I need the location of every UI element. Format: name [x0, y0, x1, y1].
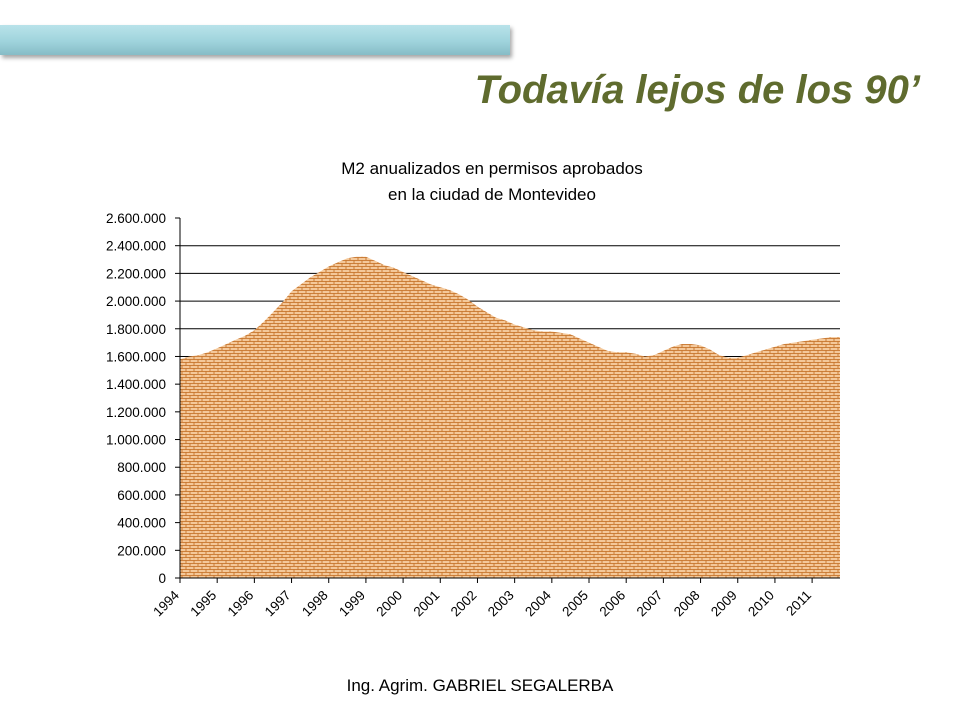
y-tick-label: 1.600.000 — [106, 349, 166, 364]
x-tick-label: 1996 — [225, 588, 257, 620]
x-tick-label: 2004 — [522, 587, 554, 619]
area-series — [180, 256, 840, 578]
y-tick-label: 1.200.000 — [106, 405, 166, 420]
x-tick-label: 2007 — [634, 588, 666, 620]
x-tick-label: 2006 — [596, 588, 628, 620]
y-tick-label: 800.000 — [117, 460, 166, 475]
y-tick-label: 2.000.000 — [106, 294, 166, 309]
y-tick-label: 200.000 — [117, 543, 166, 558]
x-tick-label: 2011 — [783, 588, 814, 619]
footer-author: Ing. Agrim. GABRIEL SEGALERBA — [346, 676, 614, 695]
y-tick-label: 1.400.000 — [106, 377, 166, 392]
y-tick-label: 2.600.000 — [106, 211, 166, 226]
y-tick-label: 0 — [158, 571, 166, 586]
slide-title: Todavía lejos de los 90’ — [474, 68, 920, 112]
x-tick-label: 2000 — [373, 588, 405, 620]
area-chart: M2 anualizados en permisos aprobados en … — [106, 159, 840, 620]
y-tick-label: 1.000.000 — [106, 433, 166, 448]
x-tick-label: 2008 — [671, 588, 703, 620]
x-tick-label: 2010 — [745, 588, 777, 620]
x-tick-label: 2009 — [708, 588, 740, 620]
accent-bar — [0, 25, 510, 55]
x-tick-label: 2005 — [559, 588, 591, 620]
y-tick-label: 2.400.000 — [106, 239, 166, 254]
x-tick-label: 1995 — [187, 588, 219, 620]
x-tick-label: 1998 — [299, 588, 331, 620]
x-tick-label: 2003 — [485, 588, 517, 620]
y-tick-label: 2.200.000 — [106, 266, 166, 281]
x-tick-label: 1997 — [262, 588, 294, 620]
x-tick-label: 1999 — [336, 588, 368, 620]
chart-title-line-2: en la ciudad de Montevideo — [388, 185, 596, 204]
x-tick-label: 2002 — [448, 588, 480, 620]
y-tick-label: 600.000 — [117, 488, 166, 503]
x-tick-label: 1994 — [150, 587, 182, 619]
y-tick-label: 400.000 — [117, 516, 166, 531]
y-tick-label: 1.800.000 — [106, 322, 166, 337]
x-tick-label: 2001 — [411, 588, 443, 620]
chart-title-line-1: M2 anualizados en permisos aprobados — [341, 159, 642, 178]
